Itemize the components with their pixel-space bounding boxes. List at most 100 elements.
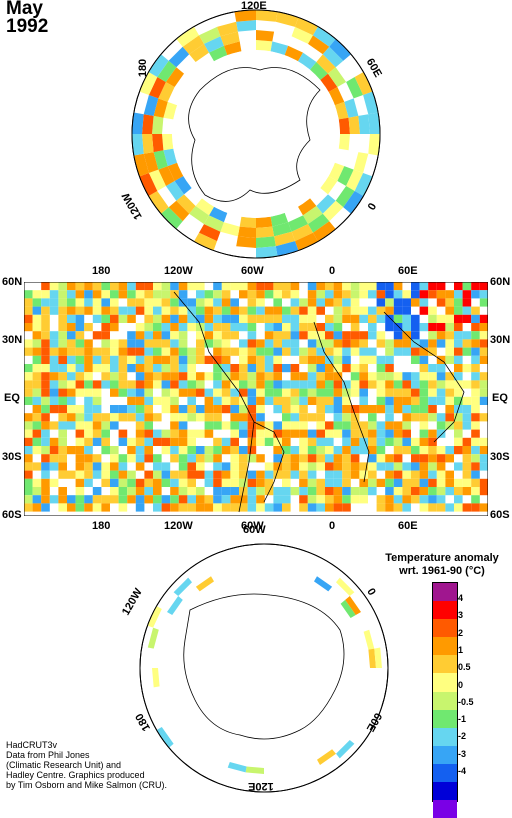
polar-anomaly-cell <box>220 31 240 46</box>
polar-anomaly-cell <box>209 45 228 62</box>
anomaly-cell <box>282 364 291 373</box>
anomaly-cell <box>273 429 282 438</box>
anomaly-cell <box>471 282 480 291</box>
anomaly-cell <box>92 331 102 340</box>
anomaly-cell <box>411 290 420 299</box>
polar-anomaly-cell <box>157 60 177 82</box>
anomaly-cell <box>350 437 360 446</box>
anomaly-cell <box>342 495 351 504</box>
anomaly-cell <box>307 323 317 332</box>
anomaly-cell <box>342 405 351 414</box>
anomaly-cell <box>316 462 325 471</box>
anomaly-cell <box>436 314 446 323</box>
anomaly-cell <box>350 429 360 438</box>
anomaly-cell <box>213 396 222 405</box>
anomaly-cell <box>41 478 50 487</box>
anomaly-cell <box>67 282 76 291</box>
anomaly-cell <box>264 339 274 348</box>
anomaly-cell <box>144 429 153 438</box>
anomaly-cell <box>454 364 463 373</box>
anomaly-cell <box>153 487 162 496</box>
anomaly-cell <box>161 290 171 299</box>
anomaly-cell <box>187 314 196 323</box>
anomaly-cell <box>24 503 33 512</box>
anomaly-cell <box>428 487 437 496</box>
anomaly-cell <box>230 380 239 389</box>
anomaly-cell <box>58 298 67 307</box>
anomaly-cell <box>84 413 93 422</box>
anomaly-cell <box>178 355 188 364</box>
anomaly-cell <box>325 290 334 299</box>
anomaly-cell <box>282 380 291 389</box>
polar-anomaly-cell <box>132 112 144 134</box>
anomaly-cell <box>299 478 308 487</box>
anomaly-cell <box>307 454 317 463</box>
anomaly-cell <box>445 396 454 405</box>
anomaly-cell <box>170 331 179 340</box>
anomaly-cell <box>290 462 300 471</box>
anomaly-cell <box>290 405 300 414</box>
anomaly-cell <box>178 347 188 356</box>
anomaly-cell <box>264 429 274 438</box>
anomaly-cell <box>471 355 480 364</box>
anomaly-cell <box>170 446 179 455</box>
anomaly-cell <box>299 396 308 405</box>
anomaly-cell <box>161 314 171 323</box>
anomaly-cell <box>170 339 179 348</box>
anomaly-cell <box>376 364 386 373</box>
anomaly-cell <box>153 323 162 332</box>
legend-title: Temperature anomaly wrt. 1961-90 (°C) <box>372 552 512 578</box>
legend-label: 2 <box>458 627 464 638</box>
anomaly-cell <box>368 462 377 471</box>
anomaly-cell <box>75 462 85 471</box>
polar-anomaly-cell <box>338 134 350 151</box>
anomaly-cell <box>411 396 420 405</box>
anomaly-cell <box>436 462 446 471</box>
anomaly-cell <box>24 347 33 356</box>
anomaly-cell <box>445 347 454 356</box>
polar-anomaly-cell <box>368 648 376 668</box>
anomaly-cell <box>92 314 102 323</box>
anomaly-cell <box>393 454 403 463</box>
anomaly-cell <box>462 339 472 348</box>
polar-anomaly-cell <box>256 40 273 52</box>
anomaly-cell <box>230 331 239 340</box>
anomaly-cell <box>471 462 480 471</box>
anomaly-cell <box>419 495 429 504</box>
anomaly-cell <box>307 380 317 389</box>
anomaly-cell <box>247 503 257 512</box>
anomaly-cell <box>307 306 317 315</box>
anomaly-cell <box>290 290 300 299</box>
anomaly-cell <box>325 364 334 373</box>
anomaly-cell <box>49 396 59 405</box>
anomaly-cell <box>221 437 231 446</box>
anomaly-cell <box>368 372 377 381</box>
anomaly-cell <box>161 364 171 373</box>
anomaly-cell <box>454 339 463 348</box>
anomaly-cell <box>454 380 463 389</box>
anomaly-cell <box>368 306 377 315</box>
anomaly-cell <box>110 405 119 414</box>
anomaly-cell <box>144 405 153 414</box>
anomaly-cell <box>67 347 76 356</box>
polar-anomaly-cell <box>303 206 323 225</box>
anomaly-cell <box>411 495 420 504</box>
anomaly-cell <box>359 314 368 323</box>
anomaly-cell <box>342 298 351 307</box>
anomaly-cell <box>144 487 153 496</box>
anomaly-cell <box>58 388 67 397</box>
anomaly-cell <box>144 298 153 307</box>
polar-anomaly-cell <box>199 224 221 242</box>
anomaly-cell <box>462 421 472 430</box>
anomaly-cell <box>92 364 102 373</box>
anomaly-cell <box>127 413 136 422</box>
anomaly-cell <box>247 355 257 364</box>
anomaly-cell <box>239 282 248 291</box>
anomaly-cell <box>333 429 343 438</box>
anomaly-cell <box>462 503 472 512</box>
anomaly-cell <box>454 355 463 364</box>
anomaly-cell <box>282 454 291 463</box>
anomaly-cell <box>196 495 205 504</box>
polar-anomaly-cell <box>194 232 217 251</box>
anomaly-cell <box>32 306 42 315</box>
